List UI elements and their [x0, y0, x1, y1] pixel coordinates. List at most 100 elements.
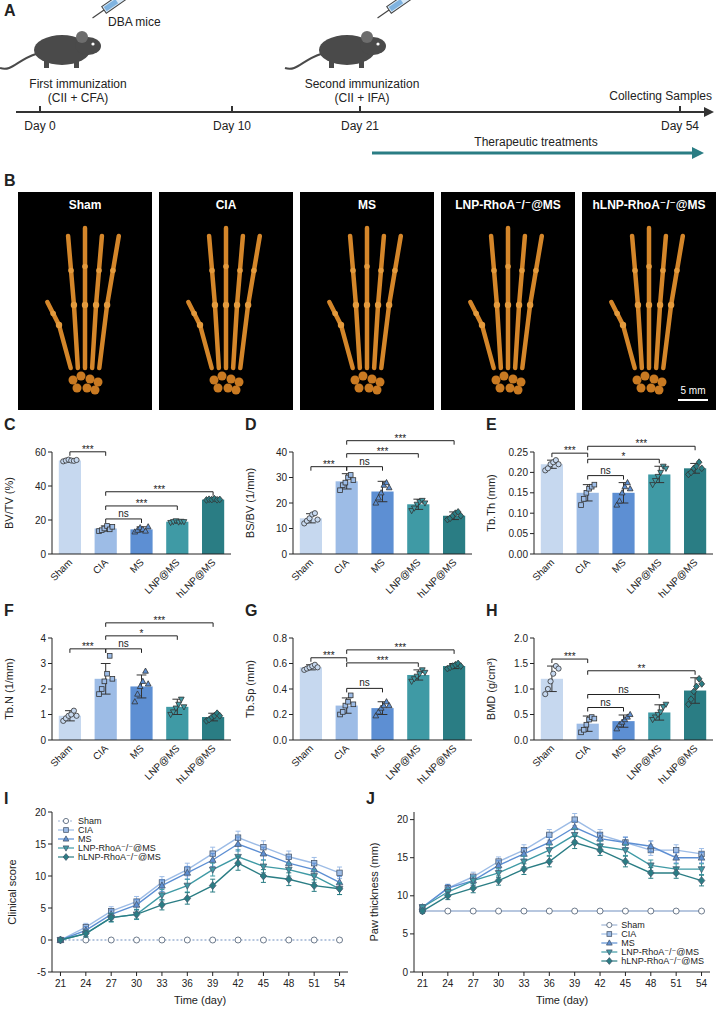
plot-area — [300, 473, 465, 554]
marker — [673, 869, 680, 877]
carpal — [376, 378, 385, 387]
bone — [365, 228, 370, 368]
joint — [234, 302, 240, 308]
bar — [202, 500, 224, 554]
x-tick — [314, 972, 315, 976]
x-tick-label: hLNP@MS — [174, 556, 217, 599]
bar — [130, 529, 152, 554]
legend-marker — [63, 836, 69, 841]
plot-area — [59, 457, 224, 554]
mouse-tail — [285, 54, 321, 69]
marker — [348, 473, 353, 478]
marker — [133, 901, 140, 907]
y-tick-label: 0.6 — [273, 658, 287, 669]
significance-label: *** — [323, 459, 335, 470]
carpal — [517, 378, 526, 387]
y-tick-label: -5 — [37, 967, 46, 978]
microct-image — [300, 192, 434, 410]
significance-label: ** — [638, 663, 646, 674]
x-tick — [85, 972, 86, 976]
x-tick-label: 27 — [106, 978, 118, 989]
y-tick — [410, 819, 414, 820]
joint — [527, 302, 533, 308]
legend-marker — [606, 940, 612, 945]
x-tick-label: 33 — [156, 978, 168, 989]
scale-bar-label: 5 mm — [681, 385, 706, 396]
event-detail: (CII + CFA) — [48, 91, 108, 105]
marker — [545, 686, 550, 691]
marker — [581, 727, 586, 732]
bone — [506, 228, 511, 368]
bar — [336, 481, 358, 554]
y-tick-label: 20 — [35, 515, 47, 526]
carpal — [218, 372, 227, 381]
bar — [407, 675, 429, 740]
marker — [260, 872, 267, 880]
x-tick-label: 36 — [182, 978, 194, 989]
marker — [57, 936, 64, 944]
marker — [663, 466, 669, 471]
bone — [381, 236, 401, 368]
y-tick — [530, 492, 534, 493]
marker — [159, 901, 166, 909]
y-tick-label: 0.20 — [509, 467, 529, 478]
marker — [625, 479, 631, 484]
x-tick-label: hLNP@MS — [415, 556, 458, 599]
joint — [71, 302, 77, 308]
joint — [209, 268, 215, 274]
significance-bracket — [347, 467, 383, 471]
carpal — [633, 376, 642, 385]
marker — [584, 722, 589, 727]
marker — [184, 883, 191, 889]
bone — [68, 236, 78, 368]
carpal — [650, 375, 659, 384]
marker — [648, 908, 654, 914]
x-tick-label: MS — [369, 742, 388, 761]
x-tick — [676, 972, 677, 976]
syringe-barrel — [102, 0, 133, 13]
carpal — [224, 384, 233, 393]
joint — [674, 268, 680, 274]
marker — [548, 679, 553, 684]
y-tick-label: 0.10 — [509, 508, 529, 519]
figure: ADBA miceDay 0Day 10Day 21Day 54First im… — [0, 0, 724, 1016]
y-axis-title: Tb.Th (mm) — [485, 474, 497, 531]
marker — [315, 665, 320, 670]
x-tick-label: CIA — [573, 742, 593, 762]
y-tick — [289, 477, 293, 478]
bone — [224, 228, 229, 368]
marker — [159, 937, 165, 943]
carpal — [77, 372, 86, 381]
joint — [332, 311, 338, 317]
error-bar — [312, 880, 317, 892]
error-bar — [445, 892, 450, 900]
series-line — [422, 910, 701, 911]
y-tick — [289, 740, 293, 741]
y-tick-label: 10 — [35, 871, 47, 882]
marker — [652, 478, 658, 483]
marker — [521, 865, 528, 873]
joint — [104, 302, 110, 308]
y-axis-title: BS/BV (1/mm) — [244, 468, 256, 538]
y-tick — [530, 689, 534, 690]
joint — [620, 322, 626, 328]
joint — [56, 322, 62, 328]
carpal — [496, 384, 505, 393]
error-bar — [547, 845, 552, 856]
marker — [181, 705, 187, 710]
syringe-needle — [378, 10, 389, 18]
y-tick — [410, 972, 414, 973]
carpal — [368, 375, 377, 384]
significance-label: *** — [377, 655, 389, 666]
error-bar — [236, 856, 241, 870]
marker — [658, 470, 664, 475]
x-axis — [52, 554, 231, 555]
carpal — [365, 384, 374, 393]
joint — [338, 322, 344, 328]
marker — [178, 697, 184, 702]
y-axis-title: Tb.N (1/mm) — [3, 658, 15, 720]
y-tick-label: 0.15 — [509, 487, 529, 498]
carpal — [91, 386, 100, 395]
marker — [386, 702, 392, 707]
treatment-arrowhead — [692, 147, 704, 159]
